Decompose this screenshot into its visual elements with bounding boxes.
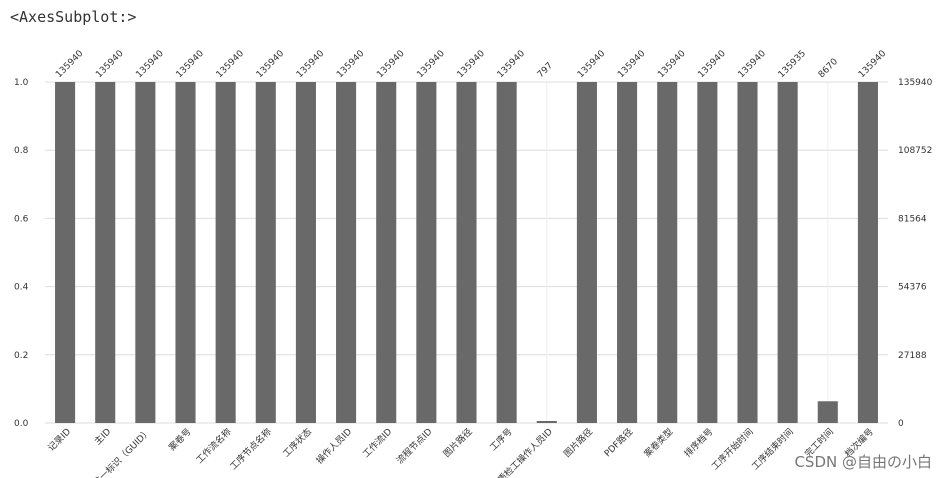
count-label: 135940: [255, 49, 287, 81]
count-label: 135940: [456, 49, 488, 81]
axes-repr-text: <AxesSubplot:>: [10, 8, 136, 26]
category-label: PDF路径: [602, 426, 636, 460]
left-tick-label: 0.6: [14, 214, 29, 224]
left-tick-label: 0.0: [14, 419, 29, 429]
category-label: 工序开始时间: [709, 426, 756, 473]
bar-20: [857, 82, 878, 423]
right-tick-label: 108752: [898, 146, 932, 156]
count-label: 135940: [415, 49, 447, 81]
count-label: 135935: [777, 49, 808, 80]
bar-3: [175, 82, 196, 423]
category-label: 工序号: [487, 426, 515, 454]
count-label: 135940: [375, 49, 407, 81]
watermark: CSDN @自由の小白: [794, 453, 932, 471]
count-label: 8670: [817, 57, 840, 80]
category-label: 排序档号: [682, 426, 716, 460]
bar-14: [617, 82, 638, 423]
category-label: 工序结束时间: [749, 426, 796, 473]
count-label: 135940: [215, 49, 247, 81]
count-label: 135940: [335, 49, 367, 81]
category-label: 图片路径: [441, 426, 475, 460]
count-labels: 135940 135940 135940 135940 135940 135940 1359…: [54, 49, 888, 81]
count-label: 135940: [134, 49, 166, 81]
left-tick-label: 0.2: [14, 351, 28, 361]
category-label: 流程节点ID: [394, 426, 435, 467]
right-tick-label: 135940: [898, 78, 933, 88]
category-label: 记录ID: [46, 426, 73, 453]
count-label: 135940: [576, 49, 608, 81]
count-label: 135940: [696, 49, 728, 81]
count-label: 135940: [94, 49, 126, 81]
bar-4: [215, 82, 236, 423]
category-label: 工序状态: [280, 426, 314, 460]
bar-0: [55, 82, 76, 423]
category-label: 主ID: [92, 426, 114, 448]
bar-11: [496, 82, 517, 423]
bar-18: [777, 82, 798, 423]
bar-9: [416, 82, 437, 423]
count-label: 135940: [175, 49, 207, 81]
left-tick-label: 1.0: [14, 78, 29, 88]
count-label: 135940: [616, 49, 648, 81]
bar-10: [456, 82, 477, 423]
left-y-axis-ticks: 0.0 0.2 0.4 0.6 0.8 1.0: [14, 78, 29, 429]
category-label: 工序节点名称: [227, 426, 274, 473]
bar-5: [255, 82, 276, 423]
count-label: 797: [536, 61, 555, 80]
bar-7: [336, 82, 357, 423]
category-label: 案卷类型: [641, 426, 675, 460]
bar-12: [536, 421, 557, 423]
bar-15: [657, 82, 678, 423]
category-label: 工作流名称: [193, 426, 233, 466]
right-tick-label: 27188: [898, 351, 927, 361]
bar-17: [737, 82, 758, 423]
category-label: 案卷号: [166, 426, 194, 454]
bar-2: [135, 82, 156, 423]
count-label: 135940: [656, 49, 688, 81]
category-label: 操作人员ID: [313, 426, 354, 467]
count-label: 135940: [857, 49, 889, 81]
right-tick-label: 0: [898, 419, 904, 429]
count-label: 135940: [496, 49, 528, 81]
right-tick-label: 54376: [898, 283, 927, 293]
bar-19: [817, 401, 838, 423]
bar-13: [576, 82, 597, 423]
right-y-axis-ticks: 0 27188 54376 81564 108752 135940: [898, 78, 933, 429]
bar-1: [95, 82, 116, 423]
right-tick-label: 81564: [898, 214, 927, 224]
bar-8: [376, 82, 397, 423]
left-tick-label: 0.8: [14, 146, 29, 156]
category-label: 工作流ID: [360, 426, 394, 460]
count-label: 135940: [54, 49, 86, 81]
bar-16: [697, 82, 718, 423]
left-tick-label: 0.4: [14, 283, 29, 293]
category-label: 图片路径: [561, 426, 595, 460]
count-label: 135940: [737, 49, 769, 81]
bars: [55, 82, 878, 423]
count-label: 135940: [295, 49, 327, 81]
bar-6: [295, 82, 316, 423]
